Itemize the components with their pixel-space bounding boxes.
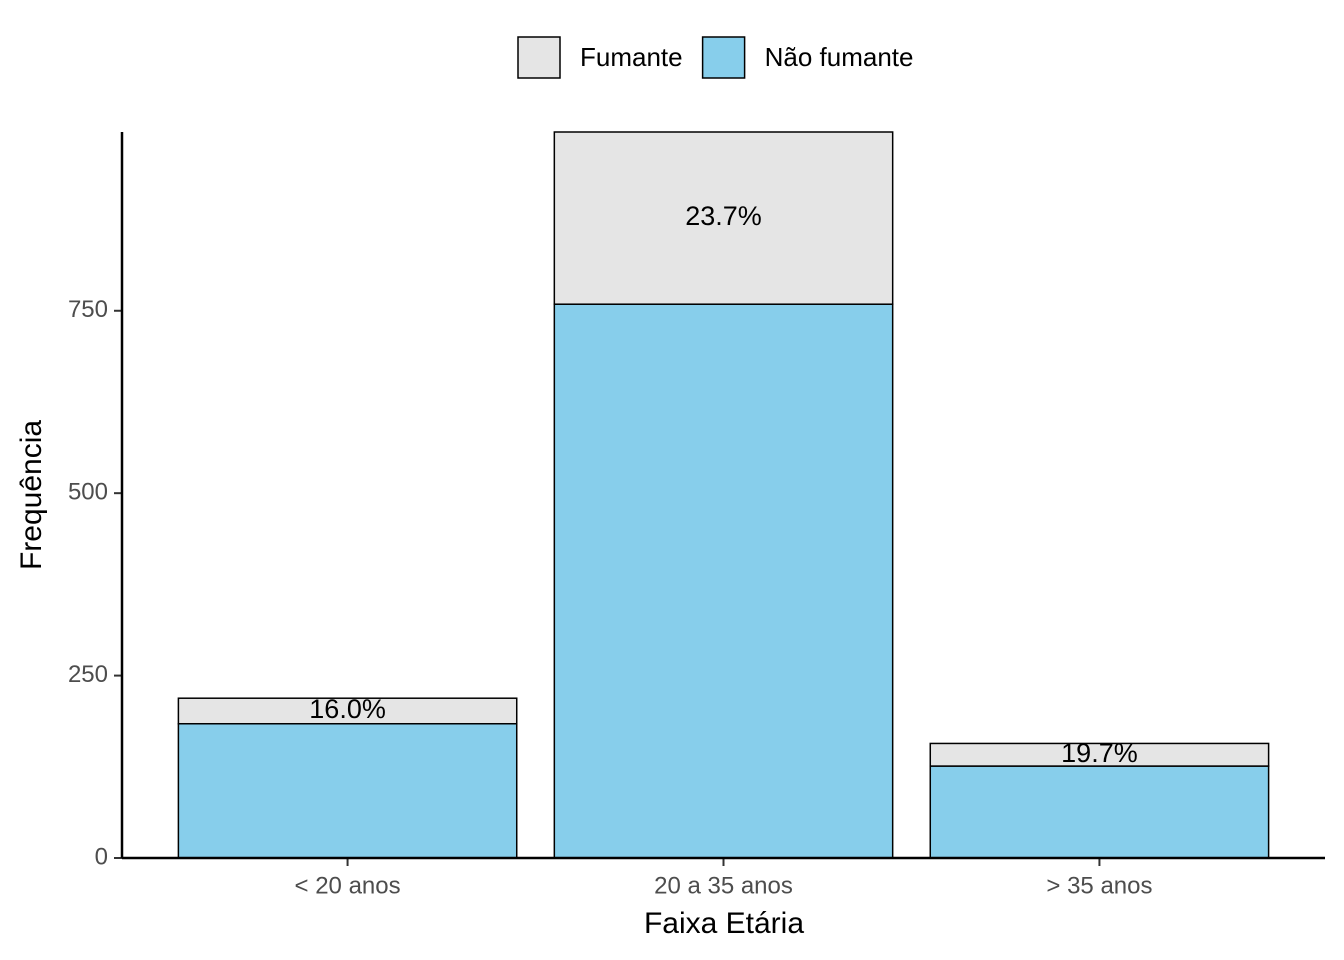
bar-segment [553, 131, 894, 305]
legend-swatch [701, 36, 746, 79]
data-label: 19.7% [1061, 738, 1138, 768]
bar-segment [553, 303, 894, 859]
y-tick-label: 250 [68, 661, 108, 688]
bar-segment [177, 697, 518, 725]
bar-segment [929, 742, 1270, 767]
x-tick-label: < 20 anos [295, 872, 401, 899]
data-label: 23.7% [685, 201, 762, 231]
x-tick-label: 20 a 35 anos [654, 872, 793, 899]
x-axis-title: Faixa Etária [644, 907, 804, 940]
legend-swatch [517, 36, 561, 79]
y-tick-label: 750 [68, 296, 108, 323]
bar-segment [177, 722, 518, 859]
data-label: 16.0% [309, 694, 386, 724]
y-axis-title: Frequência [15, 420, 48, 570]
y-tick-label: 500 [68, 479, 108, 506]
bar-segment [929, 765, 1270, 859]
x-tick-label: > 35 anos [1046, 872, 1152, 899]
legend-label: Não fumante [765, 42, 914, 72]
legend-label: Fumante [580, 42, 683, 72]
y-tick-label: 0 [95, 843, 108, 870]
